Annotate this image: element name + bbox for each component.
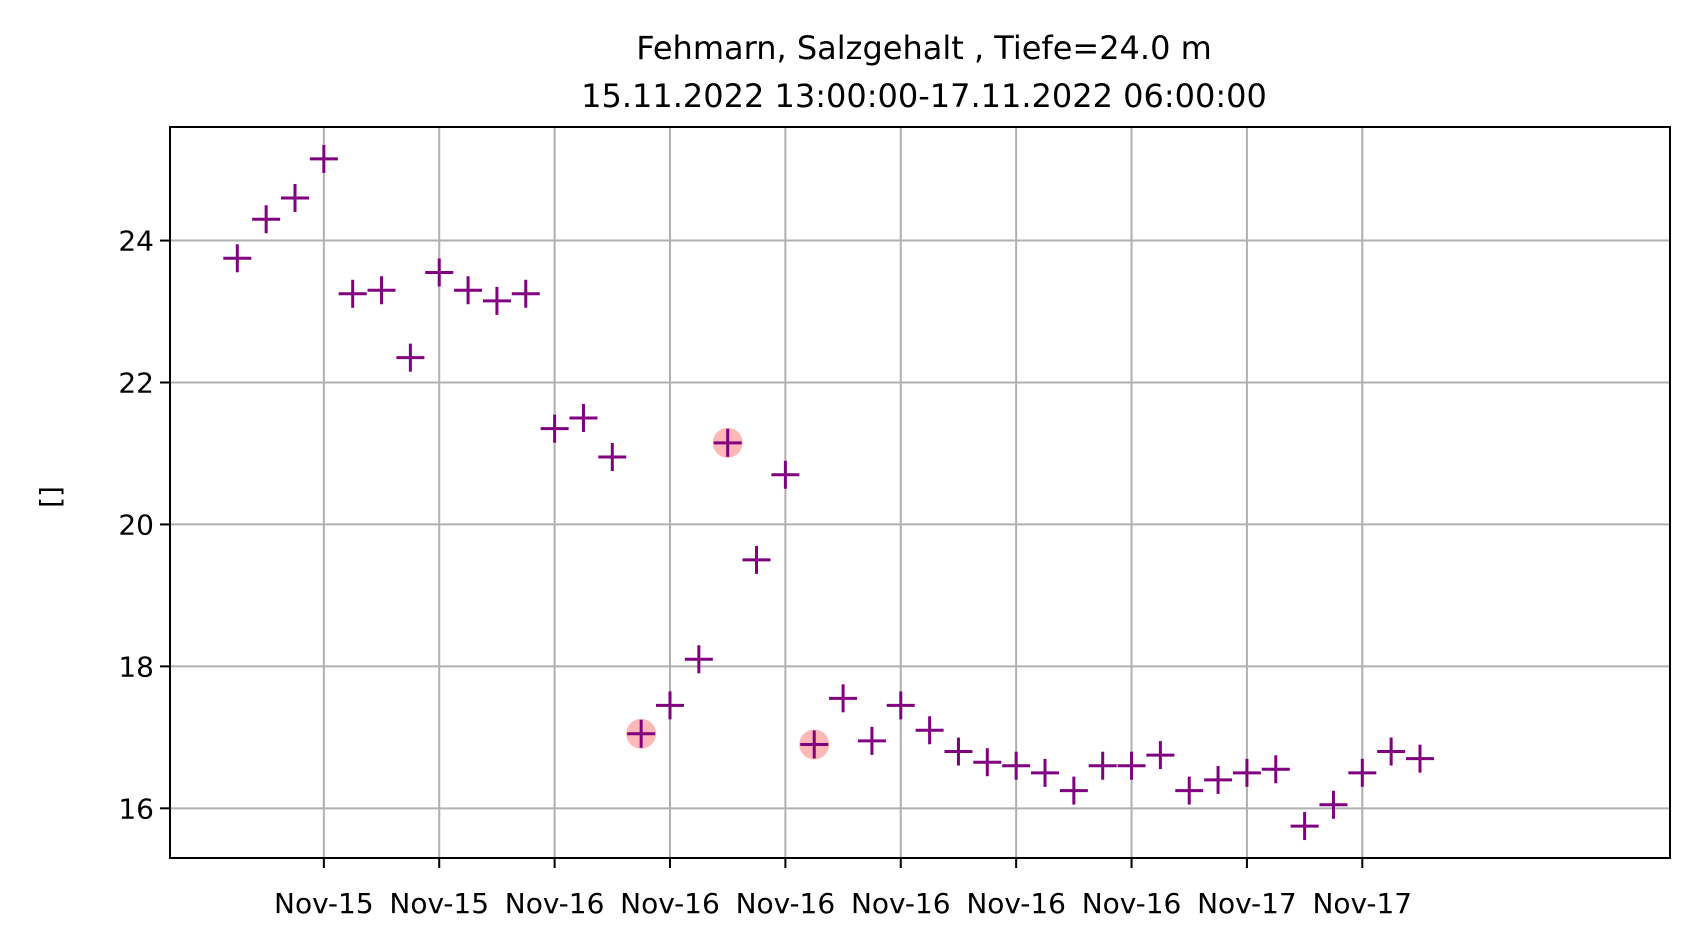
data-point (627, 719, 656, 748)
x-tick-label: Nov-16 (620, 887, 720, 920)
y-tick-label: 24 (118, 225, 154, 258)
data-point (309, 144, 338, 173)
x-tick-label: Nov-17 (1312, 887, 1412, 920)
data-point (944, 737, 973, 766)
data-point (656, 691, 684, 720)
y-tick-label: 18 (118, 650, 154, 683)
x-tick-label: Nov-15 (389, 887, 489, 920)
x-axis-ticks: Nov-15 Nov-15 Nov-16 Nov-16 Nov-16 Nov-16 Nov-… (274, 858, 1412, 920)
data-point (857, 726, 886, 755)
data-point (454, 276, 483, 305)
flagged-point-highlights (626, 427, 830, 760)
data-point (396, 343, 425, 372)
x-tick-label: Nov-16 (966, 887, 1066, 920)
data-point (886, 691, 915, 720)
data-point (1031, 758, 1059, 787)
data-points (223, 144, 1434, 841)
data-point (713, 428, 742, 457)
y-axis-label: [] (34, 486, 67, 508)
data-point (1146, 741, 1175, 770)
data-point (598, 443, 627, 472)
data-point (1059, 776, 1088, 805)
data-point (1204, 765, 1233, 794)
data-point (829, 684, 858, 713)
data-point (1088, 751, 1117, 780)
x-tick-label: Nov-17 (1197, 887, 1297, 920)
x-tick-label: Nov-16 (505, 887, 605, 920)
x-tick-label: Nov-16 (1082, 887, 1182, 920)
data-point (771, 460, 800, 489)
data-point (1377, 737, 1406, 766)
data-point (1290, 812, 1319, 841)
data-point (482, 286, 511, 315)
y-tick-label: 22 (118, 366, 154, 399)
x-tick-label: Nov-15 (274, 887, 374, 920)
plot-frame (169, 126, 1671, 859)
data-point (425, 258, 454, 287)
data-point (742, 545, 771, 574)
data-point (973, 748, 1002, 777)
x-tick-label: Nov-16 (851, 887, 951, 920)
data-point (281, 183, 309, 212)
data-point (1406, 744, 1434, 773)
x-tick-label: Nov-16 (736, 887, 836, 920)
data-point (569, 403, 598, 432)
data-point (511, 279, 540, 308)
data-point (223, 244, 252, 273)
data-point (1117, 751, 1146, 780)
data-point (800, 730, 829, 759)
data-point (684, 645, 713, 674)
y-tick-label: 16 (118, 792, 154, 825)
data-point (252, 205, 281, 234)
y-tick-label: 20 (118, 508, 154, 541)
data-point (367, 276, 396, 305)
data-point (1002, 751, 1031, 780)
data-point (1175, 776, 1204, 805)
data-point (540, 414, 569, 443)
chart-title-line2: 15.11.2022 13:00:00-17.11.2022 06:00:00 (581, 77, 1267, 115)
data-point (1319, 790, 1348, 819)
chart-title-line1: Fehmarn, Salzgehalt , Tiefe=24.0 m (636, 29, 1212, 67)
data-point (1232, 758, 1261, 787)
data-point (915, 716, 944, 745)
y-axis-ticks: 16 18 20 22 24 (118, 225, 170, 825)
data-point (1261, 755, 1290, 784)
data-point (1348, 758, 1377, 787)
data-point (338, 279, 367, 308)
grid-lines (170, 127, 1670, 858)
